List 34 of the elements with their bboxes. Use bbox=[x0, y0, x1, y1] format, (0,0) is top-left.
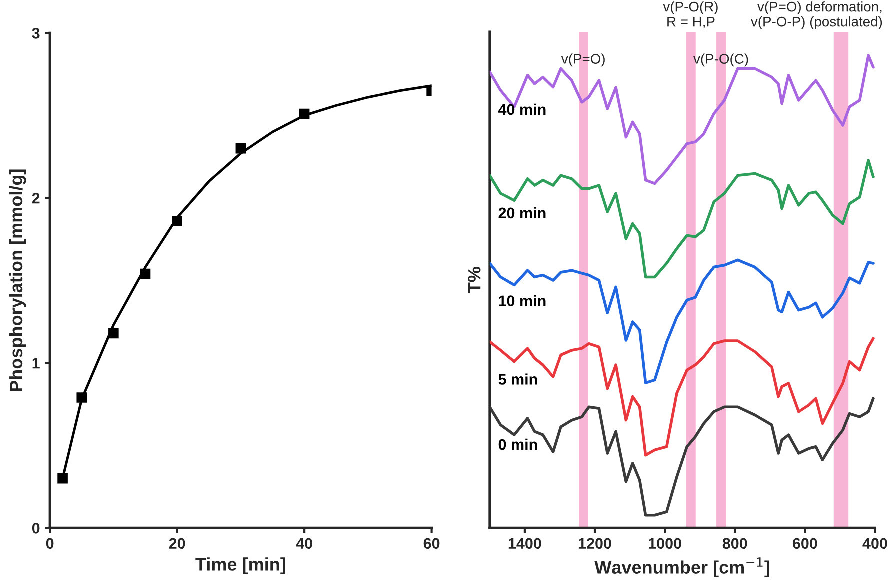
x-tick-label: 800 bbox=[722, 538, 748, 550]
x-tick-label: 600 bbox=[792, 538, 818, 550]
point bbox=[76, 392, 88, 403]
series-label: 20 min bbox=[498, 207, 546, 219]
y-tick-label: 0 bbox=[32, 522, 40, 534]
point bbox=[236, 143, 246, 154]
x-tick-label: 1200 bbox=[578, 538, 612, 550]
x-tick-label: 0 bbox=[46, 538, 54, 550]
band-label: v(P=O) deformation, v(P-O-P) (postulated) bbox=[750, 2, 882, 30]
x-tick-label: 60 bbox=[424, 538, 440, 550]
series-label: 5 min bbox=[498, 374, 538, 385]
y-tick-label: 2 bbox=[32, 192, 40, 204]
y-axis-title: Phosphorylation [mmol/g] bbox=[9, 170, 26, 392]
x-tick-label: 400 bbox=[862, 538, 888, 550]
x-axis-title: Time [min] bbox=[196, 558, 286, 574]
point bbox=[172, 216, 182, 226]
series-label: 40 min bbox=[498, 104, 546, 116]
point bbox=[140, 268, 151, 280]
series-label: 10 min bbox=[499, 295, 546, 306]
x-tick-label: 1000 bbox=[649, 538, 682, 550]
y-axis-title: T% bbox=[468, 266, 481, 294]
band-label: v(P=O) bbox=[561, 54, 605, 67]
x-tick-label: 1400 bbox=[508, 538, 542, 550]
x-tick-label: 20 bbox=[169, 538, 186, 550]
y-tick-label: 1 bbox=[32, 358, 40, 369]
point bbox=[108, 328, 119, 339]
band-label: v(P-O(R) R = H,P bbox=[663, 2, 718, 28]
y-tick-label: 3 bbox=[32, 28, 40, 39]
x-tick-label: 40 bbox=[296, 538, 312, 550]
point bbox=[299, 108, 310, 120]
point bbox=[58, 473, 68, 484]
series-label: 0 min bbox=[498, 438, 538, 450]
x-axis-title: Wavenumber [cm$^{−1}$] bbox=[594, 558, 770, 578]
band-label: v(P-O(C) bbox=[694, 54, 748, 67]
